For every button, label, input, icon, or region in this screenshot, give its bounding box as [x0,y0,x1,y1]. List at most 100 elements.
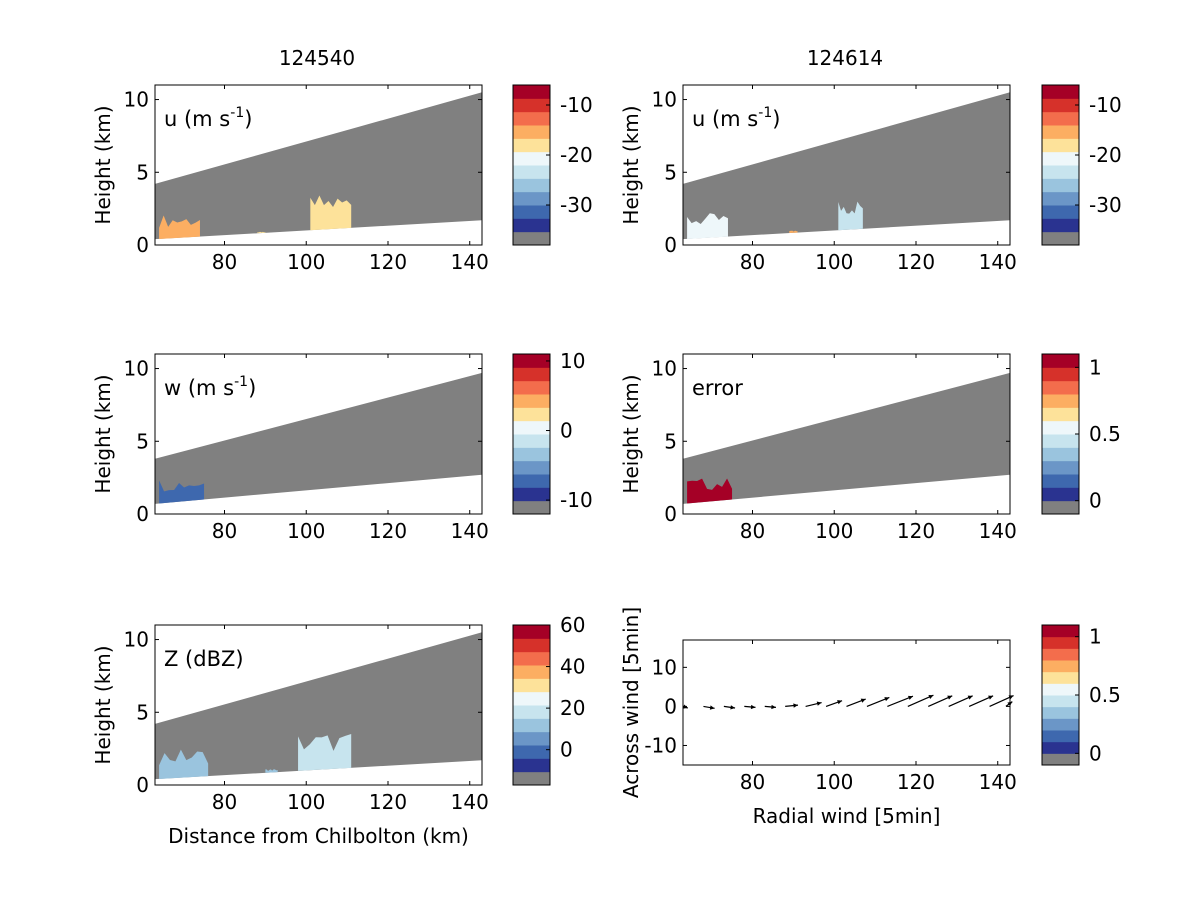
colorbar-band [513,165,550,179]
x-tick-label: 100 [815,519,853,543]
x-tick-label: 120 [369,519,407,543]
colorbar-missing-band [513,771,550,785]
x-tick-label: 80 [212,790,237,814]
x-tick-label: 80 [740,770,765,794]
y-tick-label: 5 [136,429,149,453]
colorbar-band [1042,660,1079,673]
colorbar-tick-label: -10 [1089,93,1122,117]
echo-cell [265,769,278,773]
colorbar-band [513,407,550,422]
colorbar-tick-label: 0 [560,419,573,443]
panel-z-left: 80 100 120 140 0 5 10 Height (km) Distance from … [91,613,585,848]
colorbar-band [513,354,550,368]
colorbar: -10 -20 -30 [512,84,593,246]
colorbar-band [513,758,550,773]
colorbar-tick-label: 0.5 [1089,422,1121,446]
wind-arrow-head [750,704,756,710]
colorbar-tick-label: -30 [560,193,593,217]
x-tick-label: 100 [287,790,325,814]
wind-arrow-head [837,700,843,705]
colorbar-tick-label: 1 [1089,625,1102,649]
colorbar-missing-band [513,231,550,245]
colorbar-band [1042,354,1079,368]
colorbar-band [513,434,550,448]
panel-label: error [692,376,743,400]
colorbar-band [1042,420,1079,435]
colorbar-band [513,111,550,126]
colorbar-band [513,98,550,113]
x-axis-label: Distance from Chilbolton (km) [168,824,469,848]
x-tick-label: 140 [451,250,489,274]
colorbar-band [1042,460,1079,475]
y-axis-label: Height (km) [91,645,115,764]
scan-region [683,372,1010,504]
wind-arrow-head [771,704,776,710]
wind-arrow-head [907,695,913,700]
colorbar-band [513,367,550,382]
panel-label-close: ) [248,376,256,400]
colorbar-band [513,718,550,733]
colorbar-band [1042,434,1079,448]
x-tick-label: 80 [212,519,237,543]
colorbar-band [1042,636,1079,649]
colorbar-band [1042,98,1079,113]
colorbar-band [513,380,550,395]
y-tick-label: 0 [136,502,149,526]
colorbar-band [513,460,550,475]
colorbar-band [513,151,550,166]
colorbar-band [513,678,550,693]
column-title-right: 124614 [807,46,883,70]
colorbar: -10 -20 -30 [1041,84,1122,246]
x-tick-label: 120 [369,790,407,814]
colorbar-band [513,191,550,206]
x-axis-label: Radial wind [5min] [753,804,941,828]
panel-label-superscript: -1 [758,105,772,121]
plot-frame [154,624,483,786]
panel-label: u (m s-1) [164,105,252,131]
colorbar-band [1042,218,1079,233]
x-tick-label: 120 [897,770,935,794]
colorbar: 10.50 [1041,353,1121,515]
colorbar-band [1042,671,1079,684]
y-axis-label: Height (km) [91,374,115,493]
colorbar-tick-label: 40 [560,655,585,679]
y-tick-label: 0 [136,233,149,257]
colorbar-band [1042,165,1079,179]
y-tick-label: 10 [652,357,677,381]
x-tick-label: 100 [287,519,325,543]
panel-label-superscript: -1 [230,105,244,121]
colorbar-band [1042,85,1079,99]
wind-arrow-head [860,698,866,703]
wind-arrow-head [884,697,890,702]
colorbar-band [513,138,550,153]
y-tick-label: 10 [124,357,149,381]
y-tick-label: 10 [652,655,677,679]
wind-arrow [907,694,934,707]
x-tick-label: 80 [740,250,765,274]
colorbar-band [1042,125,1079,139]
colorbar-tick-label: -20 [560,143,593,167]
echo-cell [310,195,352,231]
colorbar-band [513,178,550,193]
echo-cell [789,230,798,234]
colorbar-band [513,691,550,706]
colorbar-band [513,487,550,502]
x-tick-label: 140 [979,250,1017,274]
colorbar-band [1042,741,1079,754]
colorbar-band [1042,380,1079,395]
colorbar-tick-label: -20 [1089,143,1122,167]
echo-cell [298,734,352,771]
plot-frame [682,639,1011,766]
y-tick-label: 5 [664,429,677,453]
scan-region [155,372,482,504]
x-tick-label: 120 [897,519,935,543]
x-tick-label: 100 [815,250,853,274]
x-tick-label: 140 [451,519,489,543]
panel-label: w (m s-1) [164,374,256,400]
y-tick-label: 0 [136,773,149,797]
colorbar-band [513,731,550,746]
y-tick-label: 10 [124,628,149,652]
colorbar-band [513,474,550,488]
colorbar-tick-label: 0 [1089,489,1102,513]
